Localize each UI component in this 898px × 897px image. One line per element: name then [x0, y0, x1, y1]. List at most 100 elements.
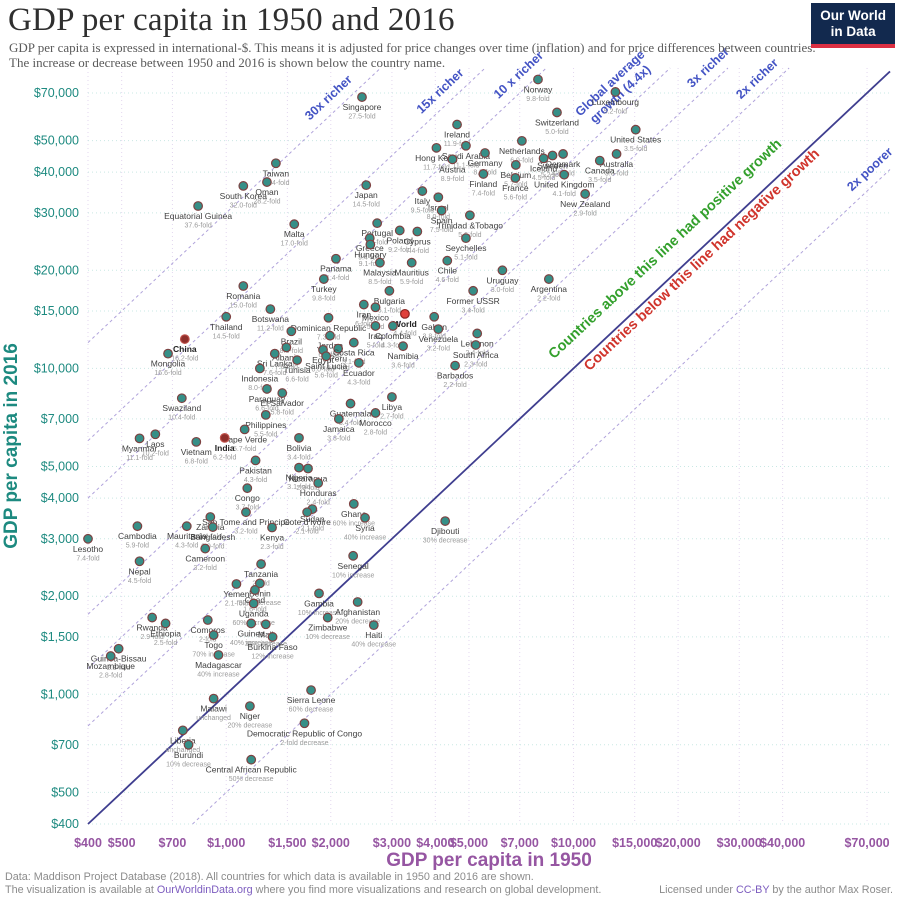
country-dot[interactable]	[242, 483, 253, 494]
country-dot[interactable]	[239, 424, 250, 435]
country-dot[interactable]	[277, 388, 288, 398]
country-dot[interactable]	[238, 181, 249, 191]
country-dot[interactable]	[547, 150, 558, 161]
data-point[interactable]: Brazil 8.6-fold	[280, 326, 303, 355]
country-dot[interactable]	[254, 363, 265, 374]
data-point[interactable]: Djibouti 30% decrease	[423, 516, 468, 545]
country-dot[interactable]	[516, 135, 527, 146]
country-dot[interactable]	[429, 311, 440, 322]
data-point[interactable]: Sao Tome and Principe 3.2-fold	[202, 507, 290, 536]
country-dot[interactable]	[630, 124, 641, 135]
data-point[interactable]: Venezuela 3.2-fold	[418, 324, 458, 353]
country-dot[interactable]	[267, 632, 278, 642]
data-point[interactable]: Norway 9.8-fold	[524, 74, 554, 103]
country-dot[interactable]	[480, 148, 490, 158]
data-point[interactable]: Italy 9.5-fold	[411, 186, 434, 215]
country-dot[interactable]	[398, 341, 408, 352]
data-point[interactable]: Namibia 3.6-fold	[387, 341, 419, 370]
country-dot[interactable]	[450, 360, 460, 371]
data-point[interactable]: Swaziland 10.4-fold	[162, 393, 201, 422]
country-dot[interactable]	[314, 588, 324, 599]
country-dot[interactable]	[360, 512, 370, 523]
owid-logo[interactable]: Our World in Data	[811, 3, 895, 48]
owid-link[interactable]: OurWorldinData.org	[156, 883, 253, 896]
country-dot[interactable]	[325, 330, 335, 341]
country-dot[interactable]	[470, 340, 481, 350]
country-dot[interactable]	[262, 177, 272, 187]
country-dot[interactable]	[299, 718, 310, 729]
country-dot[interactable]	[322, 612, 333, 623]
country-dot[interactable]	[281, 342, 292, 353]
country-dot[interactable]	[400, 308, 410, 319]
country-dot[interactable]	[345, 398, 356, 409]
country-dot[interactable]	[181, 521, 192, 532]
data-point[interactable]: Japan 14.5-fold	[353, 180, 380, 209]
country-dot[interactable]	[219, 432, 230, 443]
data-point[interactable]: Switzerland 5.0-fold	[535, 107, 579, 136]
country-dot[interactable]	[478, 169, 489, 179]
country-dot[interactable]	[497, 265, 508, 276]
country-dot[interactable]	[433, 324, 444, 334]
country-dot[interactable]	[510, 173, 521, 183]
data-point[interactable]: Oman 28.2-fold	[253, 177, 281, 206]
country-dot[interactable]	[433, 192, 444, 203]
country-dot[interactable]	[134, 433, 145, 444]
country-dot[interactable]	[412, 226, 423, 237]
country-dot[interactable]	[348, 337, 359, 348]
data-point[interactable]: Trinidad &Tobago 5.6-fold	[437, 210, 504, 239]
country-dot[interactable]	[132, 521, 143, 532]
country-dot[interactable]	[464, 210, 475, 221]
data-point[interactable]: Bangladesh 2.9-fold	[190, 522, 236, 551]
data-point[interactable]: Guinea 40% increase	[230, 618, 273, 647]
data-point[interactable]: Gambia 10% increase	[298, 588, 341, 617]
country-dot[interactable]	[594, 155, 605, 166]
country-dot[interactable]	[294, 462, 304, 473]
country-dot[interactable]	[610, 87, 621, 97]
data-point[interactable]: Laos 10.2-fold	[142, 429, 169, 458]
data-point[interactable]: Argentina 2.2-fold	[531, 274, 568, 303]
country-dot[interactable]	[370, 302, 381, 313]
country-dot[interactable]	[150, 429, 161, 440]
country-dot[interactable]	[318, 274, 329, 284]
data-point[interactable]: Poland 9.2-fold	[387, 225, 414, 254]
country-dot[interactable]	[267, 522, 277, 533]
country-dot[interactable]	[370, 408, 381, 418]
country-dot[interactable]	[552, 107, 562, 118]
data-point[interactable]: Comoros 2-fold	[191, 615, 225, 644]
country-dot[interactable]	[250, 455, 261, 466]
country-dot[interactable]	[83, 533, 93, 544]
country-dot[interactable]	[321, 351, 332, 362]
country-dot[interactable]	[442, 255, 453, 266]
country-dot[interactable]	[331, 253, 341, 264]
country-dot[interactable]	[241, 507, 251, 518]
country-dot[interactable]	[461, 233, 471, 244]
country-dot[interactable]	[447, 154, 458, 165]
data-point[interactable]: Hungary 9.1-fold	[354, 239, 387, 268]
country-dot[interactable]	[306, 685, 316, 696]
data-point[interactable]: Mauritania 4.3-fold	[167, 521, 207, 550]
country-dot[interactable]	[333, 343, 344, 354]
data-point[interactable]: Congo3.7-fold	[235, 483, 260, 512]
country-dot[interactable]	[231, 579, 242, 589]
country-dot[interactable]	[357, 92, 367, 102]
country-dot[interactable]	[244, 701, 255, 712]
country-dot[interactable]	[361, 180, 372, 191]
country-dot[interactable]	[431, 142, 442, 153]
country-dot[interactable]	[468, 285, 479, 296]
